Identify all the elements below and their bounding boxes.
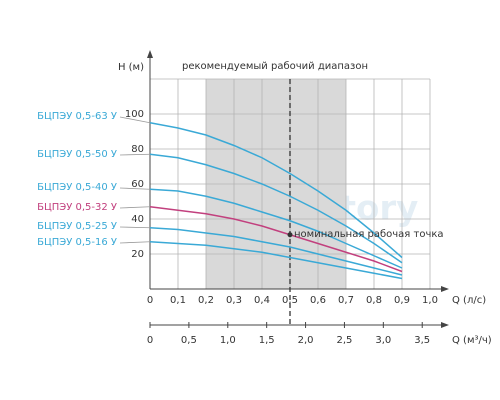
x-tick-label: 0,6 (310, 295, 326, 306)
x2-tick-label: 3,0 (375, 335, 391, 346)
pump-curve (149, 206, 403, 273)
x-tick-label: 0,5 (282, 295, 298, 306)
nominal-point (287, 232, 293, 238)
y-tick-label: 20 (131, 249, 144, 260)
x-tick-label: 0,9 (394, 295, 410, 306)
x2-tick-label: 2,0 (298, 335, 314, 346)
x-axis-arrow (441, 286, 449, 292)
y-axis-label: H (м) (118, 62, 144, 73)
nominal-label: номинальная рабочая точка (294, 229, 444, 240)
x-axis-label: Q (л/с) (452, 295, 486, 306)
x-tick-label: 1,0 (422, 295, 438, 306)
x2-tick-label: 3,5 (414, 335, 430, 346)
x-tick-label: 0,8 (366, 295, 382, 306)
x-tick-label: 0,2 (198, 295, 214, 306)
leader-line (119, 187, 151, 190)
x-tick-label: 0,4 (254, 295, 270, 306)
legend-label: БЦПЭУ 0,5-16 У (37, 237, 117, 248)
leader-line (119, 153, 151, 156)
x2-tick-label: 1,5 (259, 335, 275, 346)
legend-label: БЦПЭУ 0,5-50 У (37, 149, 117, 160)
leader-line (119, 206, 151, 209)
pump-curve (149, 122, 403, 259)
x2-tick-label: 1,0 (220, 335, 236, 346)
x2-tick-label: 0 (147, 335, 153, 346)
y-axis-arrow (147, 50, 153, 58)
x2-axis-label: Q (м³/ч) (452, 335, 492, 346)
pump-curve (149, 153, 403, 264)
pump-curve (149, 188, 403, 269)
y-tick-label: 60 (131, 179, 144, 190)
legend-label: БЦПЭУ 0,5-32 У (37, 202, 117, 213)
leader-line (119, 116, 151, 124)
leader-line (119, 226, 151, 229)
x-tick-label: 0,7 (338, 295, 354, 306)
legend-label: БЦПЭУ 0,5-25 У (37, 221, 117, 232)
legend-label: БЦПЭУ 0,5-63 У (37, 111, 117, 122)
y-tick-label: 80 (131, 144, 144, 155)
y-tick-label: 100 (125, 109, 144, 120)
x2-tick-label: 0,5 (181, 335, 197, 346)
x2-axis-arrow (441, 322, 449, 328)
x2-tick-label: 2,5 (336, 335, 352, 346)
legend-label: БЦПЭУ 0,5-40 У (37, 182, 117, 193)
y-tick-label: 40 (131, 214, 144, 225)
leader-line (119, 241, 151, 244)
x-tick-label: 0,1 (170, 295, 186, 306)
x-tick-label: 0,3 (226, 295, 242, 306)
pump-curve (149, 241, 403, 280)
x-tick-label: 0 (147, 295, 153, 306)
range-label: рекомендуемый рабочий диапазон (182, 61, 368, 72)
pump-curve (149, 227, 403, 276)
